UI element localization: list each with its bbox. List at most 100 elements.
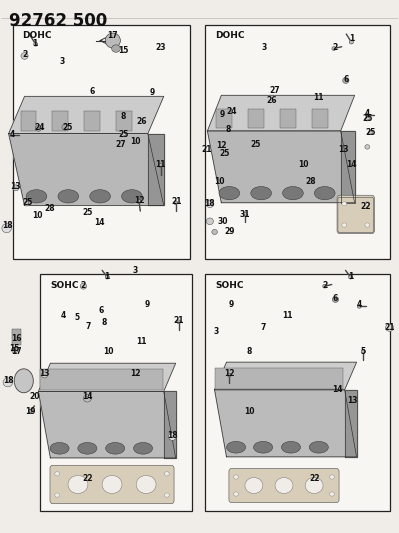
Text: 27: 27 [115,140,126,149]
Ellipse shape [349,275,353,279]
Polygon shape [207,131,355,203]
Text: 2: 2 [332,43,337,52]
Text: 1: 1 [32,39,37,48]
Text: 12: 12 [224,369,235,378]
Ellipse shape [323,284,327,288]
Polygon shape [9,96,164,134]
Ellipse shape [2,224,12,233]
Text: 24: 24 [34,123,45,132]
Text: 21: 21 [201,145,212,154]
Polygon shape [38,391,176,458]
Text: 31: 31 [240,210,251,219]
Text: 30: 30 [217,217,228,226]
Text: 11: 11 [282,311,293,320]
Text: 17: 17 [11,347,22,356]
Text: 25: 25 [362,114,373,123]
Text: 13: 13 [10,182,21,191]
Text: 4: 4 [61,311,66,320]
Bar [216,109,232,128]
Text: 15: 15 [118,46,128,55]
Text: 22: 22 [82,474,93,482]
Text: DOHC: DOHC [23,31,52,40]
Ellipse shape [35,125,41,131]
Polygon shape [345,390,357,457]
Text: 13: 13 [39,369,50,378]
Text: 1: 1 [105,272,110,280]
Text: 28: 28 [306,177,316,186]
Text: 10: 10 [104,347,114,356]
Text: 4: 4 [9,130,14,139]
Bar [280,109,296,128]
Ellipse shape [55,493,59,497]
Ellipse shape [83,394,91,402]
Text: 7: 7 [261,323,266,332]
Text: SOHC: SOHC [50,281,79,290]
Ellipse shape [105,33,120,48]
Text: 19: 19 [25,407,36,416]
Polygon shape [164,391,176,458]
Text: 16: 16 [11,334,22,343]
Ellipse shape [368,130,373,135]
Ellipse shape [309,441,328,453]
Text: 12: 12 [134,196,144,205]
Ellipse shape [227,441,246,453]
Ellipse shape [34,43,38,46]
Text: 10: 10 [244,407,255,416]
Ellipse shape [158,164,162,167]
Text: 4: 4 [357,300,362,309]
Text: 25: 25 [219,149,229,158]
Text: 11: 11 [136,337,147,346]
Ellipse shape [343,77,349,83]
Ellipse shape [106,442,125,454]
Ellipse shape [10,133,14,136]
Ellipse shape [227,373,231,377]
Ellipse shape [102,475,122,494]
Text: 7: 7 [85,321,91,330]
Polygon shape [215,362,357,390]
Bar [205,274,390,511]
Ellipse shape [58,190,79,203]
Text: 22: 22 [310,474,320,482]
Ellipse shape [365,117,370,121]
Ellipse shape [332,47,336,51]
FancyBboxPatch shape [337,195,374,233]
Text: 11: 11 [155,160,166,169]
Ellipse shape [206,200,214,207]
Text: 2: 2 [81,280,86,289]
Ellipse shape [136,475,156,494]
Text: 8: 8 [101,318,107,327]
Ellipse shape [281,441,300,453]
Text: 25: 25 [365,128,376,137]
Ellipse shape [350,41,354,44]
Ellipse shape [342,223,347,227]
Text: 3: 3 [132,266,138,275]
Text: 6: 6 [98,305,103,314]
Ellipse shape [330,492,334,496]
Ellipse shape [251,187,271,200]
Ellipse shape [28,409,32,413]
Ellipse shape [112,45,120,52]
Text: 28: 28 [44,204,55,213]
Text: 26: 26 [136,117,147,126]
Ellipse shape [3,378,13,387]
Ellipse shape [164,493,169,497]
Text: 2: 2 [22,51,27,59]
Ellipse shape [332,296,339,302]
Ellipse shape [254,441,273,453]
Text: 14: 14 [82,392,93,401]
Ellipse shape [62,124,68,130]
Text: 17: 17 [107,31,118,40]
Text: 18: 18 [2,221,13,230]
Ellipse shape [365,201,370,206]
Text: 92762 500: 92762 500 [9,12,107,30]
Text: 20: 20 [29,392,40,401]
Text: 9: 9 [220,110,225,119]
Text: 18: 18 [167,431,178,440]
Ellipse shape [174,201,178,205]
Polygon shape [207,95,355,131]
Ellipse shape [342,201,347,206]
Bar [84,111,100,131]
Polygon shape [341,131,355,203]
Text: 21: 21 [384,323,395,332]
Text: 25: 25 [62,123,73,132]
